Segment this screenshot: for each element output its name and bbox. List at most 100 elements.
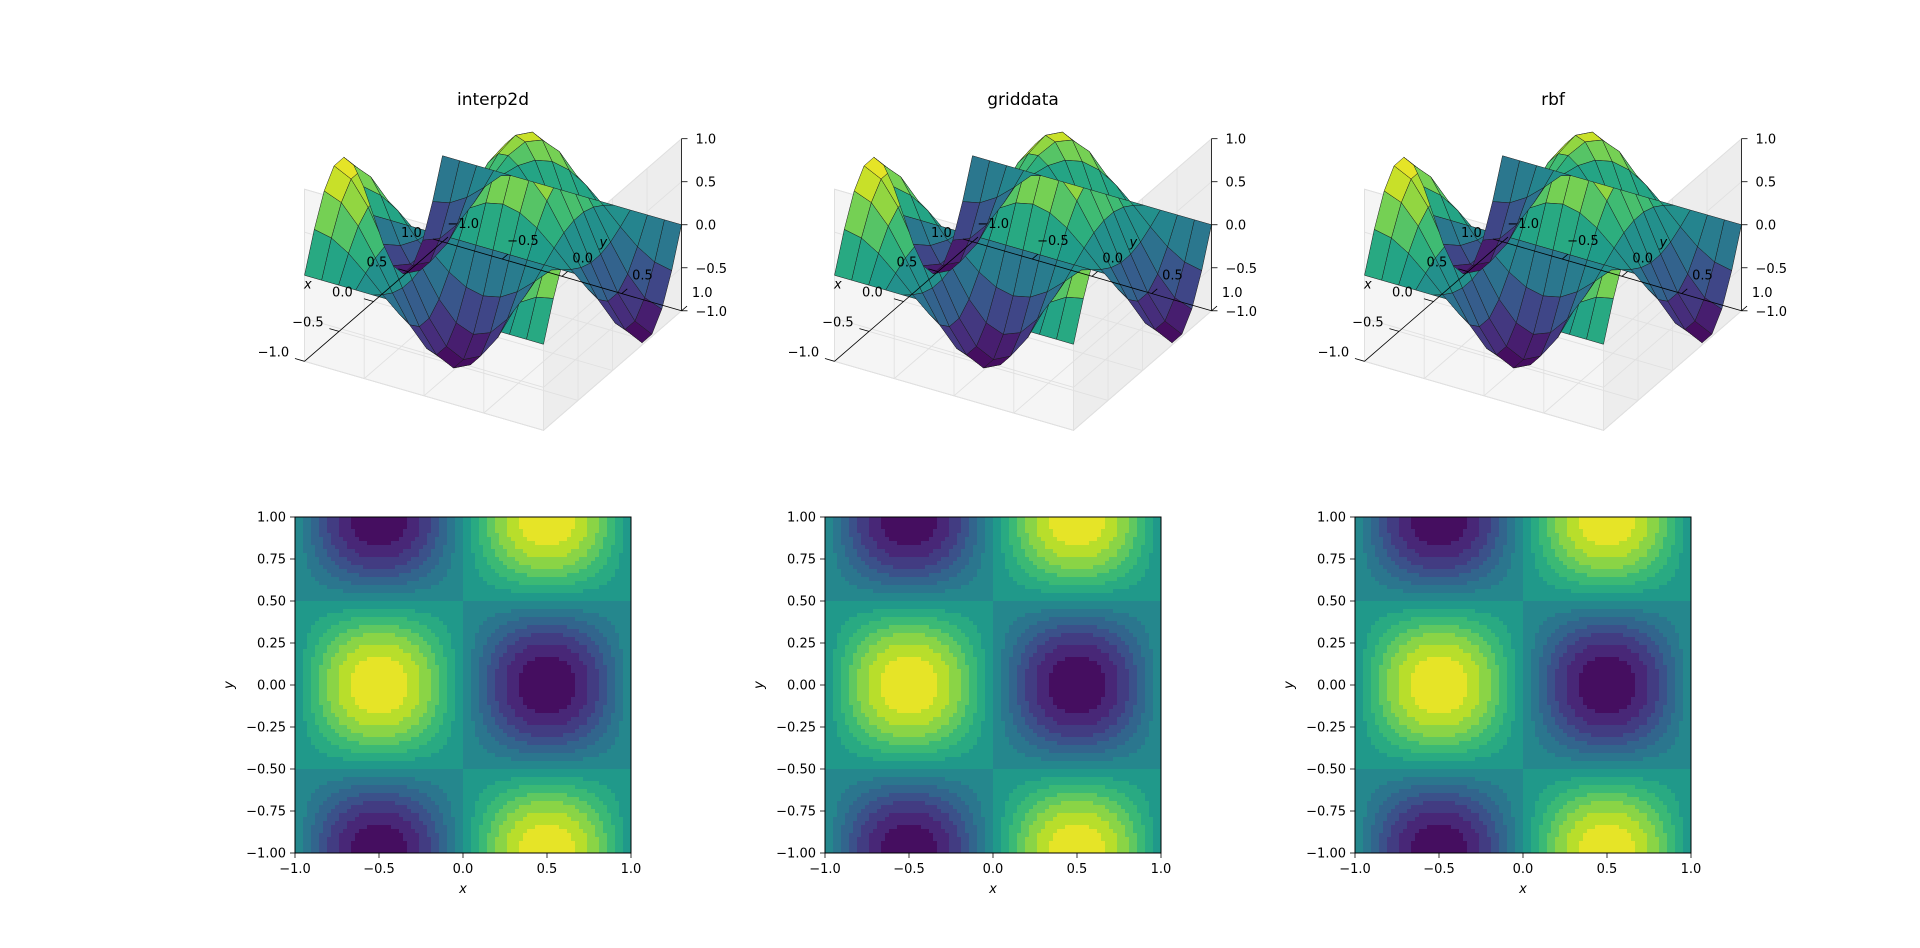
contour-cell [319,849,324,853]
contour-cell [351,557,356,562]
contour-cell [347,765,352,770]
contour-cell [391,653,396,658]
surface-facet [1498,271,1527,324]
contour-cell [311,821,316,826]
contour-cell [391,757,396,762]
contour-cell [427,801,432,806]
contour-cell [431,825,436,830]
contour-cell [423,757,428,762]
contour-cell [451,685,456,690]
contour-cell [371,709,376,714]
contour-cell [411,721,416,726]
contour-cell [319,541,324,546]
contour-cell [463,777,468,782]
contour-cell [335,765,340,770]
contour-cell [335,705,340,710]
contour-cell [487,757,492,762]
contour-cell [471,757,476,762]
contour-cell [367,745,372,750]
contour-cell [407,549,412,554]
contour-cell [415,797,420,802]
contour-cell [439,625,444,630]
contour-cell [339,569,344,574]
contour-cell [387,841,392,846]
contour-cell [403,553,408,558]
contour-cell [327,777,332,782]
contour-cell [395,613,400,618]
contour-cell [331,645,336,650]
contour-cell [471,649,476,654]
contour-cell [375,829,380,834]
contour-cell [303,737,308,742]
contour-cell [471,837,476,842]
contour-cell [435,533,440,538]
contour-cell [395,709,400,714]
contour-cell [399,661,404,666]
contour-cell [327,809,332,814]
contour-cell [443,841,448,846]
z-tick-label: 0.0 [1226,219,1247,234]
contour-cell [455,761,460,766]
contour-cell [455,741,460,746]
contour-cell [467,653,472,658]
contour-cell [319,765,324,770]
contour-cell [387,653,392,658]
contour-cell [411,617,416,622]
contour-cell [451,725,456,730]
contour-cell [355,753,360,758]
contour-cell [479,669,484,674]
contour-cell [363,805,368,810]
contour-cell [299,641,304,646]
contour-cell [475,653,480,658]
contour-cell [319,841,324,846]
contour-cell [443,609,448,614]
contour-cell [483,757,488,762]
contour-cell [339,745,344,750]
contour-cell [339,529,344,534]
contour-cell [399,629,404,634]
contour-cell [443,753,448,758]
contour-cell [387,533,392,538]
contour-cell [359,757,364,762]
contour-cell [463,821,468,826]
contour-cell [479,605,484,610]
contour-cell [359,725,364,730]
x-tick-label: 0.0 [332,286,353,301]
contour-cell [467,809,472,814]
contour-cell [295,585,300,590]
contour-cell [327,653,332,658]
contour-cell [295,769,300,774]
contour-cell [455,805,460,810]
contour-cell [355,705,360,710]
contour-cell [323,849,328,853]
contour-cell [315,697,320,702]
contour-cell [415,549,420,554]
contour-cell [443,705,448,710]
contour-cell [307,673,312,678]
surface-mesh [1364,131,1742,369]
z-tick-label: −0.5 [1226,262,1258,277]
surface-facet [1687,246,1715,298]
contour-cell [403,613,408,618]
contour-cell [387,685,392,690]
contour-cell [463,633,468,638]
contour-cell [471,689,476,694]
contour-cell [323,721,328,726]
contour-cell [371,725,376,730]
contour-cell [307,761,312,766]
contour-cell [351,837,356,842]
contour-cell [347,633,352,638]
contour-cell [447,617,452,622]
contour-cell [395,553,400,558]
contour-cell [371,637,376,642]
contour-cell [331,781,336,786]
contour-cell [471,545,476,550]
contour-cell [327,517,332,522]
contour-cell [415,729,420,734]
contour-cell [411,697,416,702]
contour-cell [459,817,464,822]
contour-cell [303,801,308,806]
contour-cell [315,613,320,618]
contour-cell [311,657,316,662]
contour-cell [447,761,452,766]
